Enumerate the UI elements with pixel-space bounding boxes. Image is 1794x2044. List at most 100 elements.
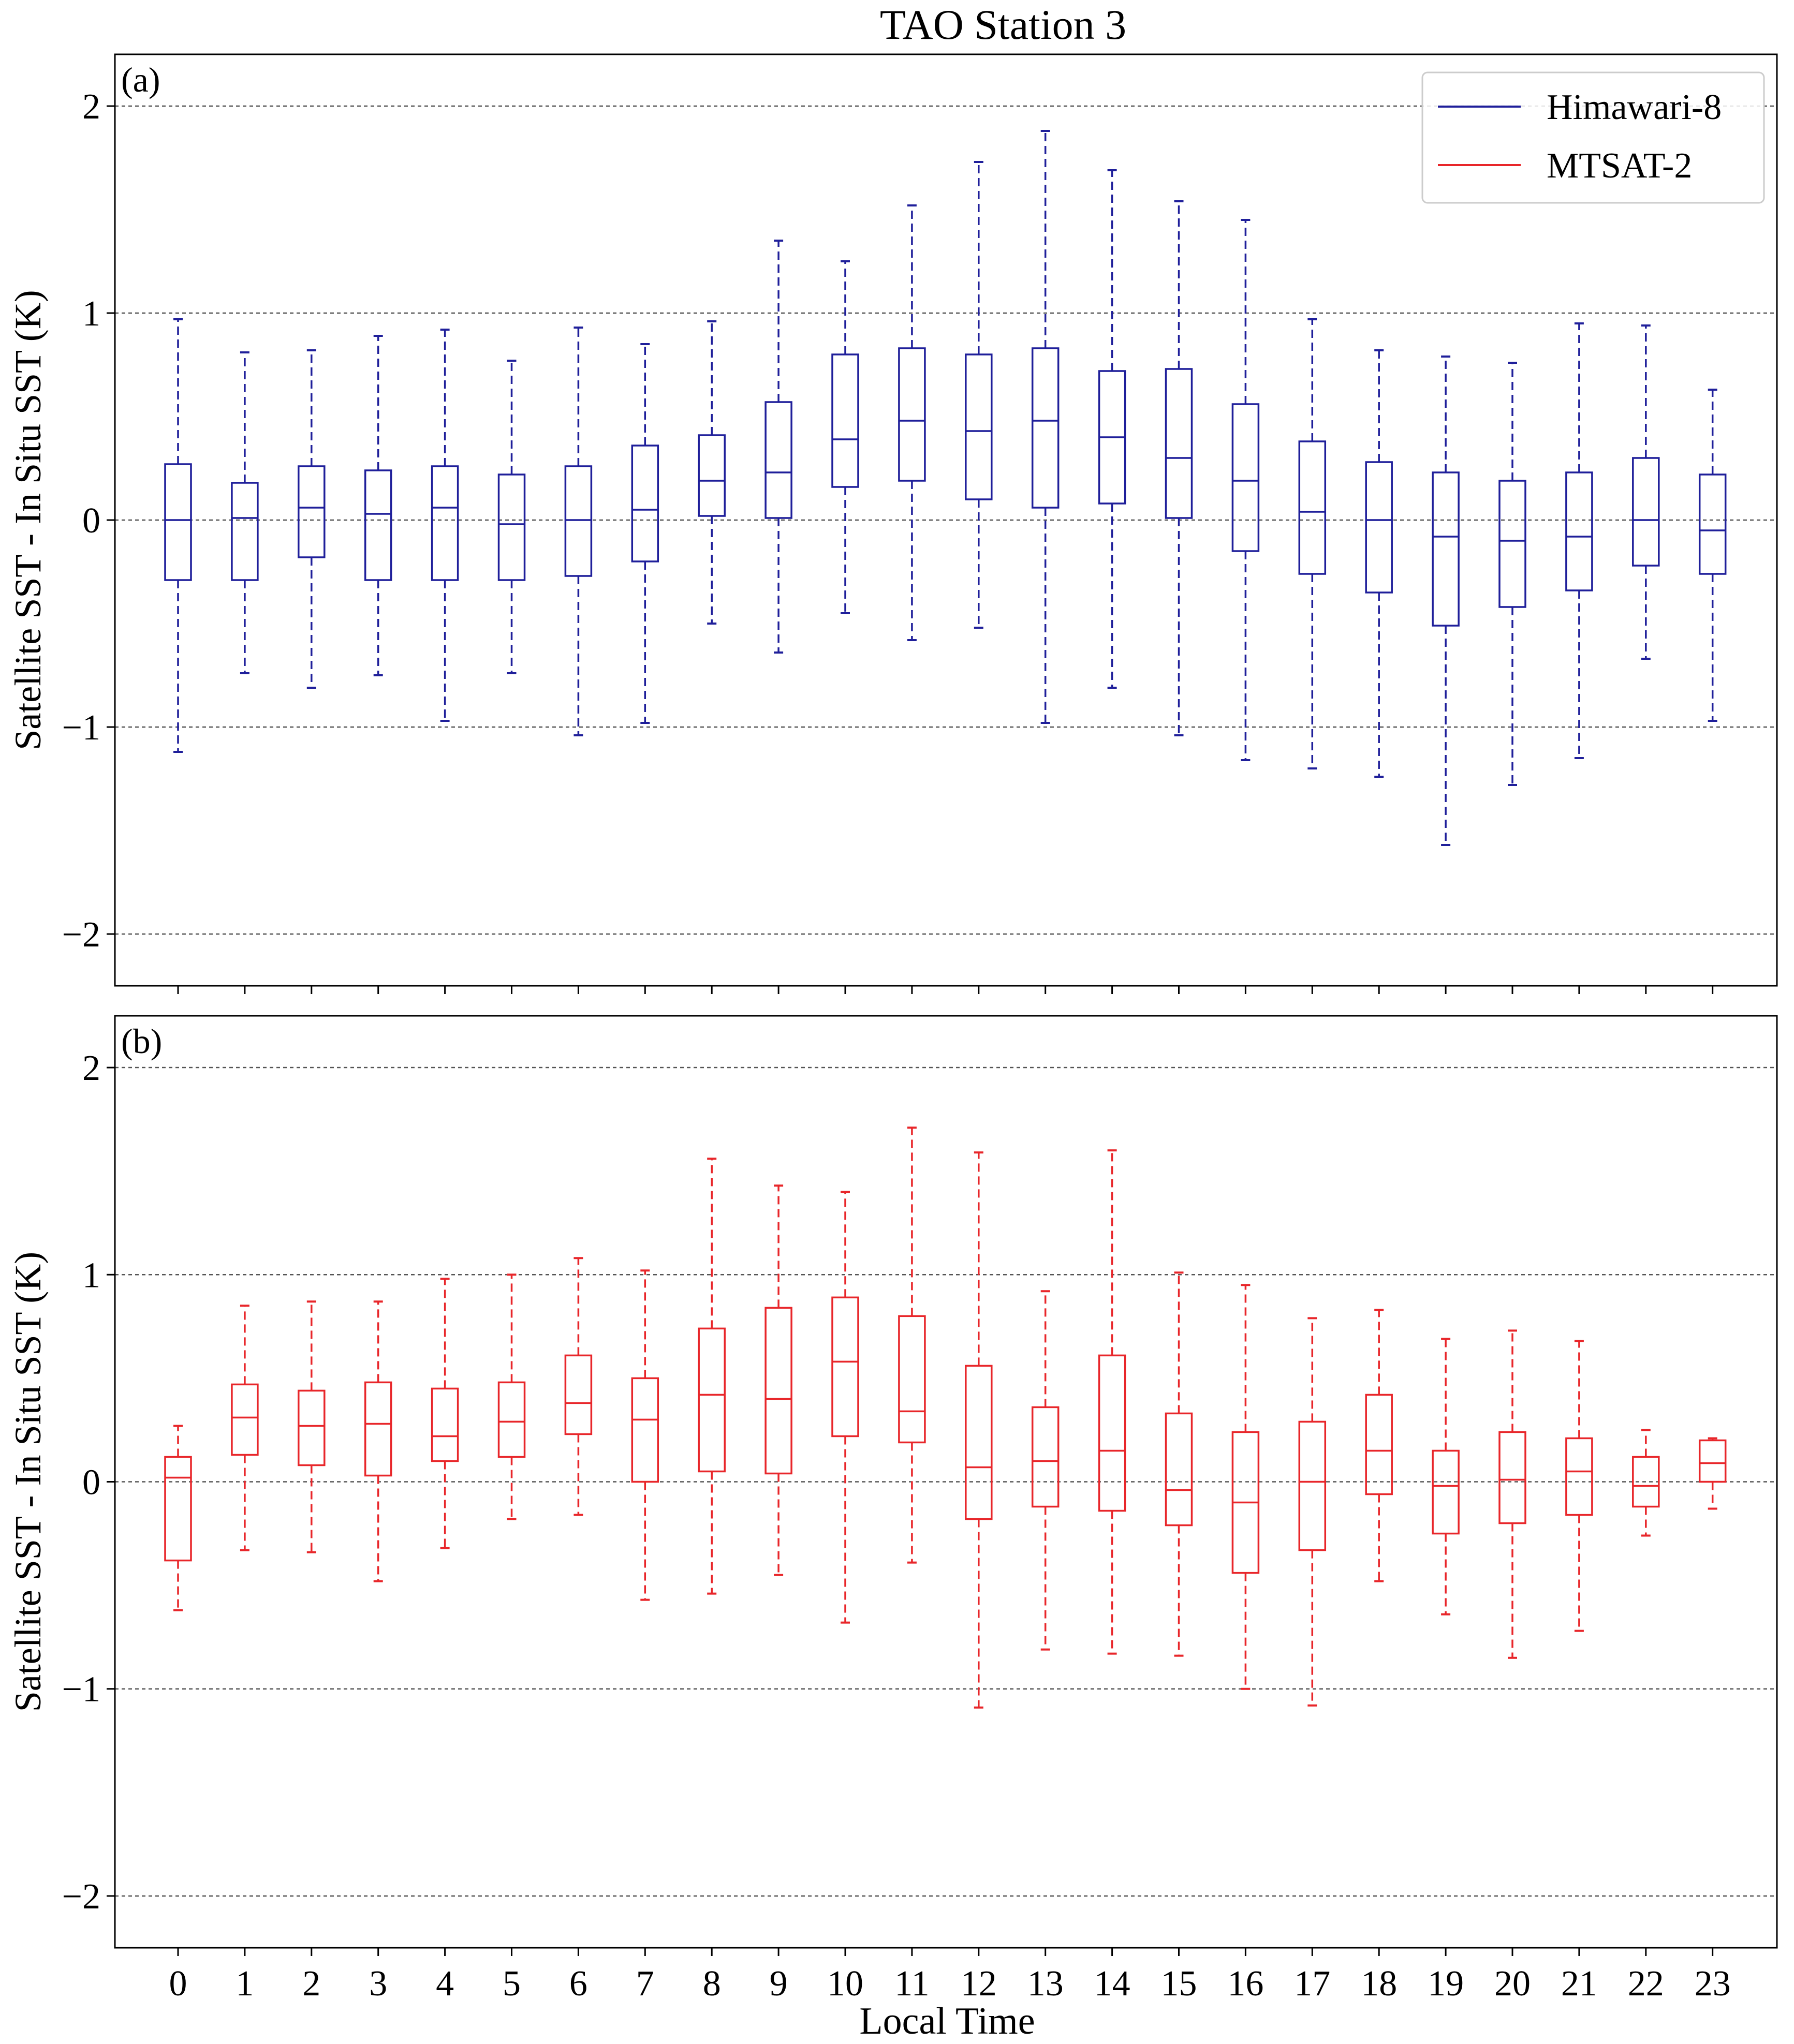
box-6 xyxy=(564,1257,593,1516)
box-iqr xyxy=(497,1381,526,1458)
box-iqr xyxy=(898,347,926,482)
box-9 xyxy=(764,240,792,654)
box-4 xyxy=(431,329,459,722)
box-22 xyxy=(1632,324,1660,660)
box-iqr xyxy=(1365,461,1393,594)
box-iqr xyxy=(1098,1354,1126,1512)
x-tick-label: 1 xyxy=(236,1964,254,2004)
box-iqr xyxy=(1498,1431,1526,1524)
plot-frame xyxy=(114,53,1778,987)
box-iqr xyxy=(431,465,459,581)
box-iqr xyxy=(364,469,392,581)
panel-label: (b) xyxy=(121,1021,162,1061)
y-tick-label: 0 xyxy=(82,1463,100,1503)
box-21 xyxy=(1565,1340,1593,1632)
box-9 xyxy=(764,1184,792,1576)
x-tick-label: 20 xyxy=(1494,1964,1531,2004)
x-tick-label: 12 xyxy=(961,1964,997,2004)
y-tick-label: 2 xyxy=(82,87,100,127)
box-15 xyxy=(1165,200,1193,736)
y-tick-label: 1 xyxy=(82,1255,100,1295)
x-tick-label: 16 xyxy=(1227,1964,1263,2004)
box-5 xyxy=(497,1273,526,1520)
box-iqr xyxy=(1165,368,1193,519)
box-iqr xyxy=(898,1315,926,1444)
x-tick-label: 10 xyxy=(827,1964,863,2004)
y-tick-label: 2 xyxy=(82,1048,100,1088)
box-11 xyxy=(898,1127,926,1564)
x-tick-label: 5 xyxy=(503,1964,521,2004)
box-13 xyxy=(1031,130,1060,724)
box-iqr xyxy=(764,1307,792,1475)
box-iqr xyxy=(1165,1412,1193,1527)
box-6 xyxy=(564,327,593,736)
box-19 xyxy=(1432,356,1460,846)
box-iqr xyxy=(431,1387,459,1462)
box-17 xyxy=(1298,318,1327,769)
box-13 xyxy=(1031,1290,1060,1651)
box-7 xyxy=(631,1269,659,1601)
box-iqr xyxy=(231,1383,259,1456)
box-4 xyxy=(431,1278,459,1549)
box-iqr xyxy=(1298,440,1327,575)
box-iqr xyxy=(1498,480,1526,608)
box-iqr xyxy=(564,1354,593,1435)
box-12 xyxy=(965,161,993,629)
box-19 xyxy=(1432,1338,1460,1616)
box-23 xyxy=(1698,389,1727,722)
box-iqr xyxy=(564,465,593,577)
x-tick-label: 22 xyxy=(1628,1964,1664,2004)
x-tick-label: 17 xyxy=(1294,1964,1330,2004)
x-tick-label: 9 xyxy=(770,1964,788,2004)
box-10 xyxy=(831,1191,859,1624)
box-16 xyxy=(1231,219,1260,761)
box-18 xyxy=(1365,1309,1393,1582)
box-iqr xyxy=(1298,1420,1327,1551)
box-iqr xyxy=(164,1456,192,1562)
box-1 xyxy=(231,351,259,674)
box-iqr xyxy=(631,1377,659,1483)
box-iqr xyxy=(631,445,659,562)
box-iqr xyxy=(698,434,726,517)
box-2 xyxy=(298,1300,326,1553)
x-tick-label: 13 xyxy=(1027,1964,1064,2004)
x-tick-label: 2 xyxy=(302,1964,320,2004)
box-iqr xyxy=(1231,403,1260,552)
box-8 xyxy=(698,320,726,625)
box-iqr xyxy=(764,401,792,519)
x-axis-label: Local Time xyxy=(859,2000,1035,2042)
box-iqr xyxy=(298,1389,326,1467)
box-16 xyxy=(1231,1284,1260,1690)
box-iqr xyxy=(1432,471,1460,627)
box-11 xyxy=(898,204,926,641)
box-iqr xyxy=(1565,471,1593,591)
box-0 xyxy=(164,1425,192,1611)
box-10 xyxy=(831,260,859,614)
x-tick-label: 7 xyxy=(636,1964,654,2004)
x-tick-label: 4 xyxy=(436,1964,454,2004)
y-tick-label: −2 xyxy=(62,915,100,955)
box-iqr xyxy=(231,482,259,581)
box-iqr xyxy=(1432,1449,1460,1535)
box-23 xyxy=(1698,1437,1727,1510)
legend: Himawari-8 MTSAT-2 xyxy=(1421,71,1765,204)
x-tick-label: 0 xyxy=(169,1964,187,2004)
box-14 xyxy=(1098,169,1126,689)
x-tick-label: 21 xyxy=(1561,1964,1597,2004)
box-iqr xyxy=(364,1381,392,1477)
box-3 xyxy=(364,1300,392,1582)
box-iqr xyxy=(1698,1439,1727,1483)
box-iqr xyxy=(831,353,859,488)
box-iqr xyxy=(698,1327,726,1473)
x-tick-label: 3 xyxy=(369,1964,387,2004)
box-5 xyxy=(497,360,526,674)
box-iqr xyxy=(1031,1406,1060,1508)
box-iqr xyxy=(831,1296,859,1438)
box-2 xyxy=(298,349,326,689)
legend-label-mtsat: MTSAT-2 xyxy=(1547,146,1692,186)
box-18 xyxy=(1365,349,1393,778)
x-tick-label: 11 xyxy=(894,1964,929,2004)
